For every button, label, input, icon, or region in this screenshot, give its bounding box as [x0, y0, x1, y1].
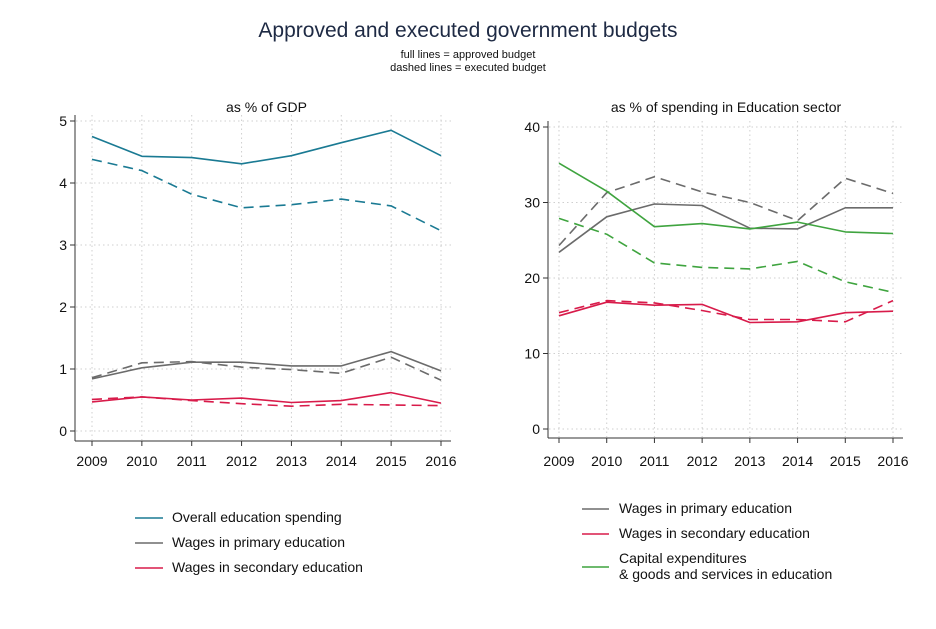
- y-tick-label: 10: [524, 346, 540, 362]
- x-tick-label: 2012: [226, 453, 257, 469]
- y-tick-label: 40: [524, 119, 540, 135]
- legend-label: Wages in primary education: [172, 534, 345, 550]
- chart-panel-2: as % of spending in Education sector 0 10 2…: [524, 99, 908, 582]
- chart-panel-1: as % of GDP 0 1 2 3 4 5 2009 2010 2011 2012 2013 201…: [59, 99, 457, 575]
- series-line-primary-approved: [558, 203, 893, 253]
- series-line-capital-approved: [558, 162, 894, 235]
- legend: Overall education spending Wages in prima…: [135, 509, 363, 575]
- x-tick-label: 2015: [830, 453, 861, 469]
- x-tick-label: 2011: [639, 453, 669, 469]
- chart-subtitle-line-2: dashed lines = executed budget: [390, 62, 546, 74]
- series-line-primary-executed: [558, 176, 894, 247]
- y-tick-label: 20: [524, 270, 540, 286]
- x-tick-label: 2009: [543, 453, 574, 469]
- x-tick-label: 2016: [877, 453, 908, 469]
- x-tick-label: 2016: [425, 453, 456, 469]
- y-tick-label: 0: [532, 421, 540, 437]
- series-line-secondary-executed: [91, 396, 442, 408]
- series-line-secondary-approved: [91, 391, 442, 404]
- x-tick-label: 2014: [782, 453, 813, 469]
- legend-label: Wages in secondary education: [172, 559, 363, 575]
- series-line-capital-executed: [558, 217, 894, 294]
- x-tick-label: 2012: [687, 453, 718, 469]
- y-tick-label: 2: [59, 299, 67, 315]
- x-tick-label: 2014: [326, 453, 357, 469]
- legend: Wages in primary education Wages in secon…: [582, 500, 832, 582]
- series-line-overall-approved: [91, 129, 442, 165]
- panel-title: as % of spending in Education sector: [611, 99, 842, 115]
- x-tick-label: 2009: [76, 453, 107, 469]
- chart-subtitle-line-1: full lines = approved budget: [401, 49, 536, 61]
- series-line-primary-approved: [91, 350, 442, 380]
- series-line-secondary-approved: [558, 301, 894, 324]
- chart-title: Approved and executed government budgets: [258, 19, 677, 42]
- x-tick-label: 2015: [376, 453, 407, 469]
- y-tick-label: 1: [59, 361, 67, 377]
- x-tick-label: 2010: [126, 453, 157, 469]
- series-line-primary-executed: [91, 356, 442, 381]
- y-tick-label: 5: [59, 113, 67, 129]
- series-line-secondary-executed: [558, 299, 894, 323]
- y-tick-label: 3: [59, 237, 67, 253]
- x-tick-label: 2013: [734, 453, 765, 469]
- legend-label: Wages in primary education: [619, 500, 792, 516]
- x-tick-label: 2010: [591, 453, 622, 469]
- y-tick-label: 0: [59, 423, 67, 439]
- x-tick-label: 2013: [276, 453, 307, 469]
- y-tick-label: 4: [59, 175, 67, 191]
- legend-label: Wages in secondary education: [619, 525, 810, 541]
- y-tick-label: 30: [524, 195, 540, 211]
- legend-label: Overall education spending: [172, 509, 342, 525]
- x-tick-label: 2011: [177, 453, 207, 469]
- legend-label: Capital expenditures & goods and services…: [619, 550, 832, 582]
- panel-title: as % of GDP: [226, 99, 307, 115]
- series-line-overall-executed: [91, 158, 442, 232]
